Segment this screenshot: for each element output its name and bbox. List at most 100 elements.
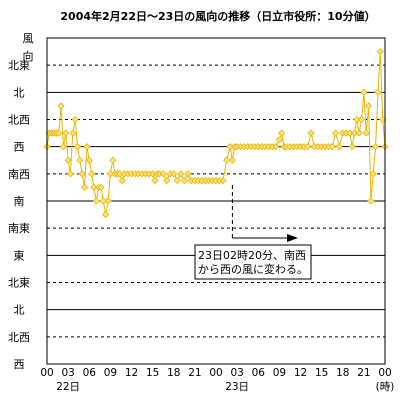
data-point [335, 143, 343, 151]
annotation-text-line: 23日02時20分、南西 [198, 249, 306, 262]
data-point [355, 129, 363, 137]
y-tick-label: 北西 [8, 331, 30, 344]
x-tick-label: 00 [209, 367, 222, 379]
data-point [180, 177, 188, 185]
data-point [57, 102, 65, 110]
data-point [151, 177, 159, 185]
chart-title: 2004年2月22日～23日の風向の推移（日立市役所：10分値） [60, 9, 375, 23]
x-tick-label: 18 [167, 367, 180, 379]
y-tick-label: 北 [14, 86, 25, 99]
y-tick-label: 北西 [8, 114, 30, 127]
data-point [80, 183, 89, 191]
y-axis-title-part-2: 向 [23, 49, 34, 63]
data-point [64, 156, 72, 164]
y-axis-title-part-1: 風 [23, 32, 34, 45]
series-wind-direction [43, 48, 389, 219]
data-point [92, 197, 100, 205]
data-point [83, 143, 91, 151]
data-point [102, 211, 110, 219]
data-point [278, 129, 286, 137]
x-tick-label: 03 [230, 367, 243, 379]
data-point [226, 143, 234, 151]
y-tick-label: 西 [14, 358, 25, 371]
data-point [170, 170, 178, 178]
y-tick-label: 南 [14, 195, 25, 208]
data-point [346, 129, 354, 137]
data-point [353, 115, 361, 124]
x-tick-label: 09 [104, 367, 117, 379]
data-point [62, 129, 70, 137]
y-tick-label: 北東 [8, 59, 30, 72]
data-point [372, 143, 380, 151]
annotation-arrow-head [287, 234, 298, 242]
data-point [367, 197, 375, 205]
data-point [163, 177, 171, 185]
data-point [360, 88, 368, 96]
data-point [177, 170, 185, 178]
data-point [99, 197, 107, 205]
data-point [73, 143, 82, 151]
data-point [118, 177, 126, 185]
x-tick-label: 06 [83, 367, 97, 379]
data-point [85, 156, 93, 164]
data-point [184, 170, 192, 178]
y-tick-label: 北東 [8, 277, 30, 290]
x-tick-label: 09 [273, 367, 286, 379]
data-point [173, 177, 181, 185]
data-point [90, 183, 98, 191]
x-day-label: 23日 [225, 381, 249, 393]
plot-frame [46, 37, 386, 365]
x-tick-label: 18 [336, 367, 349, 379]
x-tick-label: 21 [357, 367, 370, 379]
data-point [59, 143, 67, 151]
data-point [303, 143, 312, 151]
x-tick-label: 12 [125, 367, 138, 379]
data-point [357, 115, 366, 124]
data-point [369, 170, 377, 178]
x-tick-label: 21 [188, 367, 201, 379]
data-point [76, 156, 84, 164]
data-point [328, 143, 336, 151]
data-point [109, 156, 117, 164]
x-unit-label: (時) [376, 381, 395, 393]
data-point [88, 170, 96, 178]
annotation-box [194, 244, 312, 280]
data-point [106, 170, 114, 178]
data-point [219, 177, 227, 185]
data-point [307, 129, 315, 137]
x-tick-label: 12 [294, 367, 307, 379]
y-tick-label: 西 [14, 141, 25, 154]
data-point [374, 88, 382, 96]
y-tick-label: 北 [14, 304, 25, 317]
data-point [362, 129, 370, 137]
y-tick-label: 南西 [8, 168, 30, 181]
data-point [350, 129, 359, 137]
data-point [332, 129, 340, 137]
x-tick-label: 15 [146, 367, 159, 379]
data-point [275, 136, 283, 144]
x-tick-label: 00 [378, 367, 391, 379]
data-point [228, 156, 236, 164]
data-point [272, 143, 280, 151]
data-point [97, 183, 105, 191]
data-point [222, 156, 231, 164]
data-point [71, 115, 79, 124]
y-tick-label: 東 [14, 249, 25, 262]
data-point [365, 102, 373, 110]
x-tick-label: 00 [40, 367, 53, 379]
x-tick-label: 15 [315, 367, 328, 379]
data-point [149, 170, 157, 178]
annotation-text-line: から西の風に変わる。 [198, 262, 308, 276]
data-point [376, 48, 384, 56]
x-tick-label: 03 [61, 367, 74, 379]
data-point [69, 129, 77, 137]
data-point [348, 143, 356, 151]
x-day-label: 22日 [56, 381, 80, 393]
data-point [55, 129, 63, 137]
data-point [116, 170, 124, 178]
data-point [104, 197, 112, 205]
